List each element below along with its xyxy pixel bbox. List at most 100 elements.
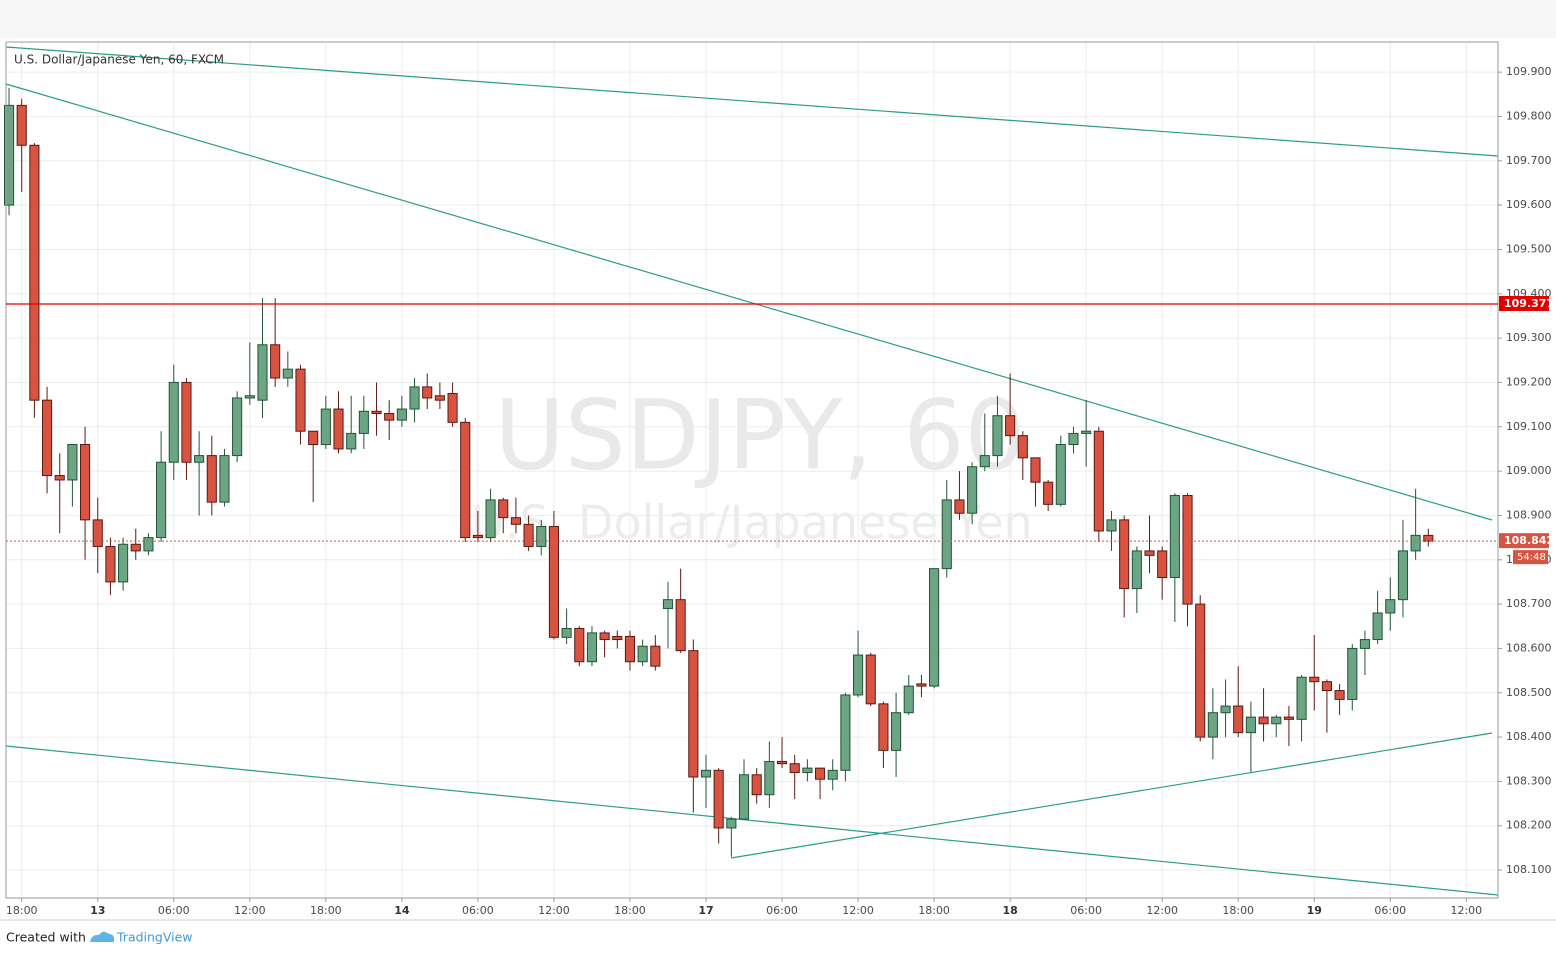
candle-body xyxy=(320,408,331,446)
candle-body xyxy=(447,393,458,423)
candle-body xyxy=(1359,639,1371,649)
x-tick-label: 18 xyxy=(1002,904,1017,917)
candle-body xyxy=(954,499,965,514)
candle-body xyxy=(219,455,230,503)
candle-body xyxy=(1119,519,1130,590)
candle-body xyxy=(1233,705,1244,734)
candle-body xyxy=(346,432,357,450)
y-tick-label: 108.100 xyxy=(1506,863,1552,876)
trend-line xyxy=(5,83,1493,521)
candle-body xyxy=(802,767,813,774)
brand-logo[interactable] xyxy=(90,931,115,942)
candle-body xyxy=(29,144,40,401)
candle-body xyxy=(257,344,268,401)
candle-body xyxy=(1372,612,1383,641)
candle-body xyxy=(776,760,788,765)
candle-body xyxy=(333,408,344,450)
candle-body xyxy=(523,523,534,547)
grid xyxy=(6,42,1498,898)
candle-body xyxy=(967,466,978,514)
candle-body xyxy=(865,654,876,705)
x-tick-label: 18:00 xyxy=(1222,904,1254,917)
trend-line xyxy=(730,732,1493,859)
candle-body xyxy=(840,694,851,771)
candle-body xyxy=(41,399,53,477)
y-tick-label: 109.000 xyxy=(1506,464,1552,477)
candle-body xyxy=(244,395,255,399)
x-tick-label: 12:00 xyxy=(842,904,874,917)
candle-body xyxy=(827,769,838,780)
y-tick-label: 109.500 xyxy=(1506,242,1552,255)
candle-body xyxy=(1334,690,1345,700)
candle-body xyxy=(612,635,623,641)
candle-body xyxy=(105,545,116,583)
candle-body xyxy=(282,368,293,379)
candle-body xyxy=(700,769,712,778)
y-tick-label: 109.100 xyxy=(1506,420,1552,433)
x-tick-label: 06:00 xyxy=(1070,904,1102,917)
candle-body xyxy=(1182,494,1193,605)
watermark: USDJPY, 60 xyxy=(494,379,1025,491)
candle-body xyxy=(434,395,445,401)
candle-body xyxy=(891,712,902,751)
trend-line xyxy=(5,745,1499,896)
candle-body xyxy=(358,410,369,434)
y-tick-label: 109.600 xyxy=(1506,198,1552,211)
candle-body xyxy=(118,543,129,583)
candle-body xyxy=(1271,716,1282,725)
candle-body xyxy=(992,415,1003,457)
candle-body xyxy=(929,568,940,687)
candle-body xyxy=(675,599,686,652)
countdown-label: 54:48 xyxy=(1517,552,1546,563)
candle-body xyxy=(422,386,433,399)
candle-body xyxy=(371,410,382,414)
x-tick-label: 06:00 xyxy=(1374,904,1406,917)
candle-body xyxy=(1385,599,1396,614)
x-tick-label: 18:00 xyxy=(918,904,950,917)
candle-body xyxy=(624,635,636,663)
candle-body xyxy=(510,517,521,525)
candle-body xyxy=(941,499,952,570)
candle-body xyxy=(916,683,927,687)
candle-body xyxy=(713,769,724,829)
x-tick-label: 12:00 xyxy=(538,904,570,917)
x-tick-label: 18:00 xyxy=(614,904,646,917)
countdown-box xyxy=(1513,550,1548,565)
candle-body xyxy=(853,654,864,696)
candle-body xyxy=(751,774,762,796)
candle-body xyxy=(472,534,483,539)
y-tick-label: 108.900 xyxy=(1506,508,1552,521)
candle-body xyxy=(1017,435,1028,459)
candle-body xyxy=(1207,712,1218,738)
candle-body xyxy=(1258,716,1269,725)
candle-body xyxy=(1081,430,1092,434)
candle-body xyxy=(599,632,610,641)
chart-title: U.S. Dollar/Japanese Yen, 60, FXCM xyxy=(14,53,224,67)
candle-body xyxy=(1043,481,1054,505)
top-band xyxy=(0,0,1556,38)
candle-body xyxy=(1169,494,1180,578)
candle-body xyxy=(1030,457,1041,483)
candle-body xyxy=(1055,444,1066,505)
y-tick-label: 108.600 xyxy=(1506,641,1552,654)
x-tick-label: 12:00 xyxy=(1450,904,1482,917)
candle-body xyxy=(979,455,990,468)
candle-body xyxy=(396,408,407,421)
candle-body xyxy=(409,386,420,410)
candle-body xyxy=(143,537,154,552)
trend-lines xyxy=(5,46,1499,896)
candle-body xyxy=(498,499,509,519)
x-tick-label: 18:00 xyxy=(310,904,342,917)
x-tick-label: 17 xyxy=(698,904,713,917)
candle-body xyxy=(130,543,141,552)
candle-body xyxy=(1347,647,1358,700)
candle-body xyxy=(726,818,737,829)
watermark-subtitle: U.S. Dollar/Japanese Yen xyxy=(471,496,1032,550)
footer-brand[interactable]: TradingView xyxy=(116,930,193,945)
y-tick-label: 109.900 xyxy=(1506,65,1552,78)
y-tick-label: 108.700 xyxy=(1506,597,1552,610)
candle-body xyxy=(181,381,192,463)
candle-body xyxy=(1195,603,1206,738)
candle-body xyxy=(54,475,65,481)
candle-body xyxy=(485,499,496,539)
